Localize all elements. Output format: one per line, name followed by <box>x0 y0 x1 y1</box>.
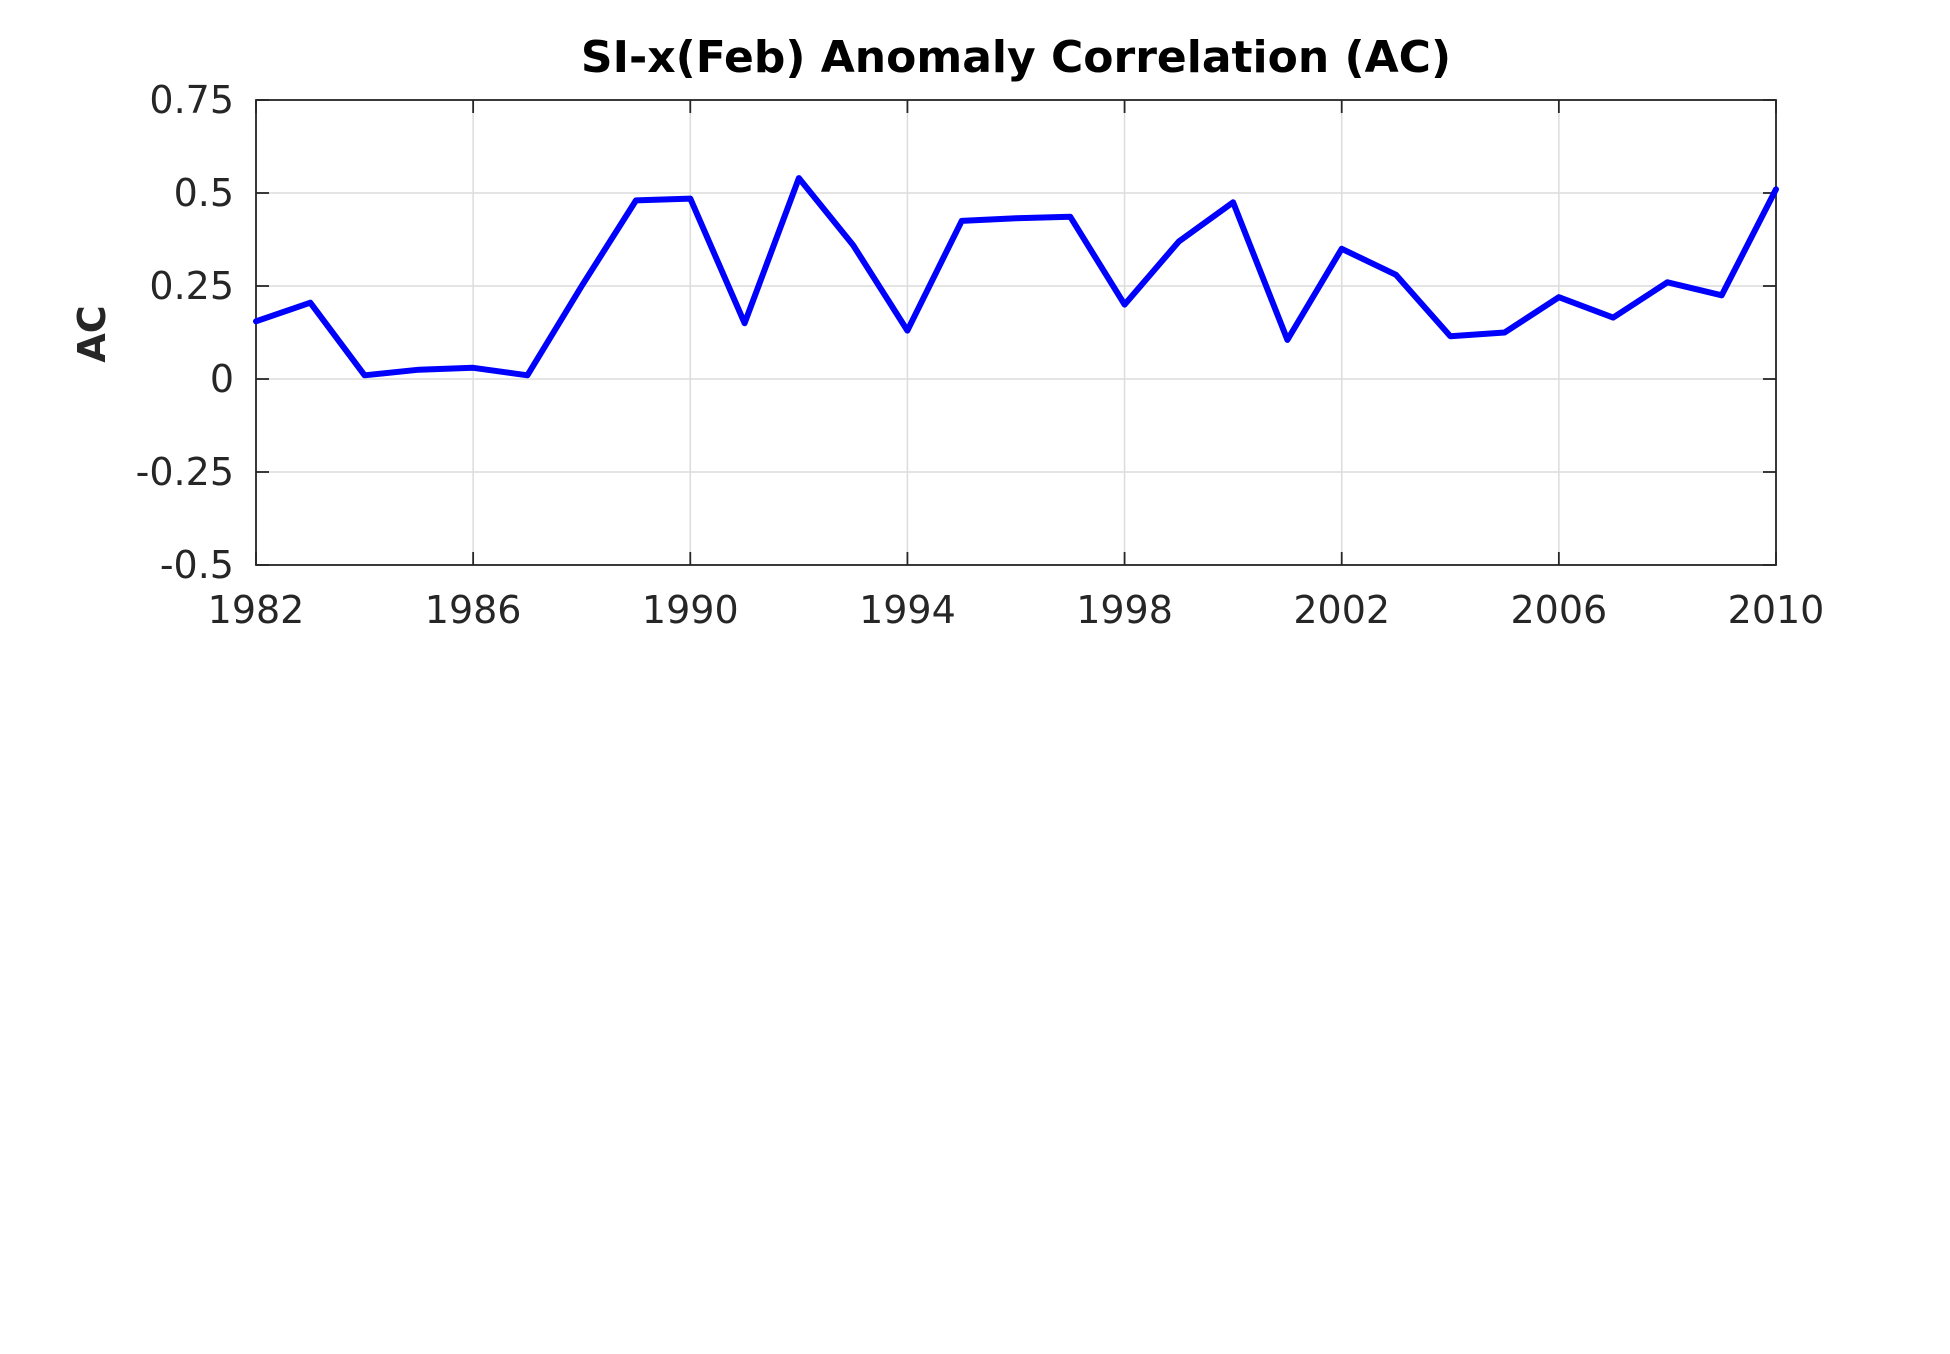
y-tick-label: 0.25 <box>149 264 234 308</box>
ac-data-point <box>1773 186 1779 192</box>
x-tick-label: 2010 <box>1728 588 1825 632</box>
ac-data-point <box>1719 292 1725 298</box>
ac-data-point <box>1176 238 1182 244</box>
y-tick-label: 0 <box>210 357 234 401</box>
ac-data-point <box>1284 337 1290 343</box>
y-tick-label: -0.25 <box>136 450 234 494</box>
ac-data-point <box>524 372 530 378</box>
ac-series-line <box>253 175 1779 379</box>
ac-data-point <box>850 242 856 248</box>
x-tick-labels: 1982 1986 1990 1994 1998 2002 2006 2010 <box>208 588 1825 632</box>
ac-data-point <box>1664 279 1670 285</box>
x-tick-label: 1998 <box>1076 588 1173 632</box>
ac-data-point <box>633 197 639 203</box>
ac-data-point <box>1610 315 1616 321</box>
ac-data-point <box>1502 330 1508 335</box>
ac-data-point <box>1447 333 1453 339</box>
y-tick-label: 0.75 <box>149 78 234 122</box>
x-tick-label: 1986 <box>425 588 522 632</box>
tick-marks <box>255 99 1777 566</box>
ac-data-point <box>742 320 748 326</box>
x-tick-label: 2002 <box>1293 588 1390 632</box>
ac-data-point <box>1556 294 1562 300</box>
ac-data-point <box>362 372 368 378</box>
plot-area-frame <box>255 99 1777 566</box>
y-tick-label: 0.5 <box>174 171 234 215</box>
ac-data-point <box>687 196 693 202</box>
ac-data-point <box>579 283 585 289</box>
x-tick-label: 1982 <box>208 588 305 632</box>
y-tick-labels: -0.5 -0.25 0 0.25 0.5 0.75 <box>136 78 234 587</box>
ac-data-point <box>416 367 422 373</box>
x-tick-label: 2006 <box>1510 588 1607 632</box>
grid-lines <box>255 99 1777 566</box>
ac-data-point <box>470 365 476 371</box>
ac-data-point <box>796 175 802 181</box>
ac-data-point <box>1122 302 1128 308</box>
axes <box>255 99 1777 566</box>
ac-data-point <box>307 300 313 306</box>
x-tick-label: 1994 <box>859 588 956 632</box>
ac-data-point <box>1339 246 1345 252</box>
ac-data-point <box>1013 215 1019 221</box>
ac-data-point <box>904 328 910 334</box>
ac-data-point <box>959 218 965 224</box>
ac-data-point <box>1230 199 1236 205</box>
ac-data-point <box>253 318 259 324</box>
ac-data-point <box>1393 272 1399 278</box>
chart-title: SI-x(Feb) Anomaly Correlation (AC) <box>581 32 1451 83</box>
x-tick-label: 1990 <box>642 588 739 632</box>
ac-data-point <box>1067 214 1073 220</box>
y-tick-label: -0.5 <box>160 543 234 587</box>
y-axis-label: AC <box>70 305 114 362</box>
series-layer <box>253 175 1779 379</box>
